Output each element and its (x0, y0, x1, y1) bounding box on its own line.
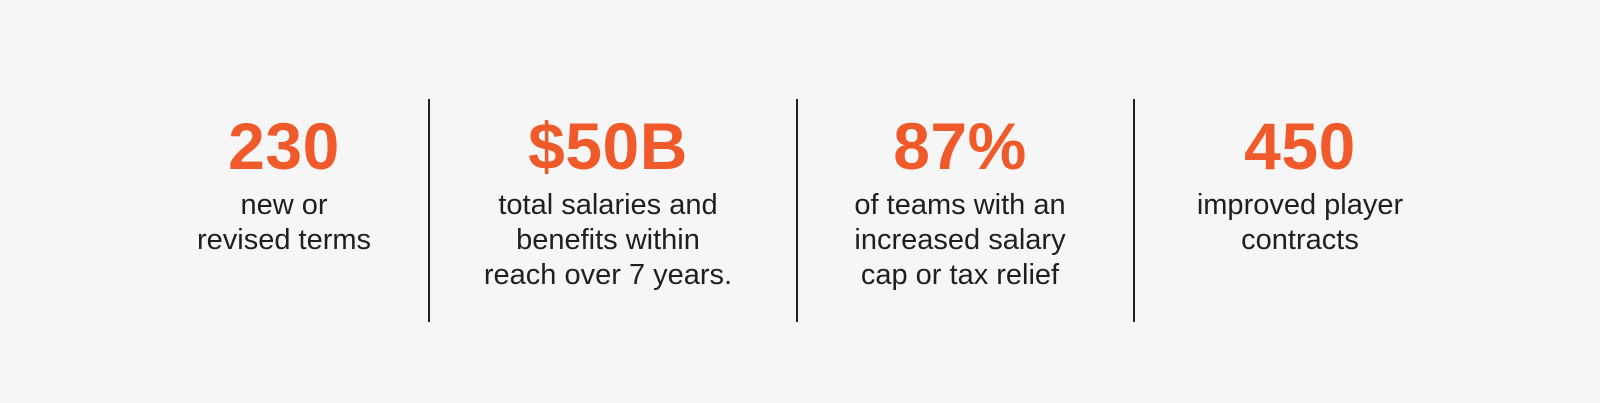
divider (1133, 99, 1135, 322)
stat-value: 87% (893, 109, 1027, 183)
divider (428, 99, 430, 322)
stat-improved-contracts: 450 improved player contracts (1197, 108, 1403, 258)
stat-label: improved player contracts (1196, 189, 1404, 256)
stat-teams-salary-cap: 87% of teams with an increased salary ca… (854, 108, 1065, 293)
stat-label: of teams with an increased salary cap or… (854, 189, 1066, 291)
divider (796, 99, 798, 322)
stat-value: $50B (528, 109, 688, 183)
stat-label: new or revised terms (196, 189, 372, 256)
stat-value: 450 (1244, 109, 1356, 183)
stat-label: total salaries and benefits within reach… (483, 189, 733, 291)
stat-total-salaries: $50B total salaries and benefits within … (484, 108, 732, 293)
stat-value: 230 (228, 109, 340, 183)
stat-new-revised-terms: 230 new or revised terms (197, 108, 371, 258)
